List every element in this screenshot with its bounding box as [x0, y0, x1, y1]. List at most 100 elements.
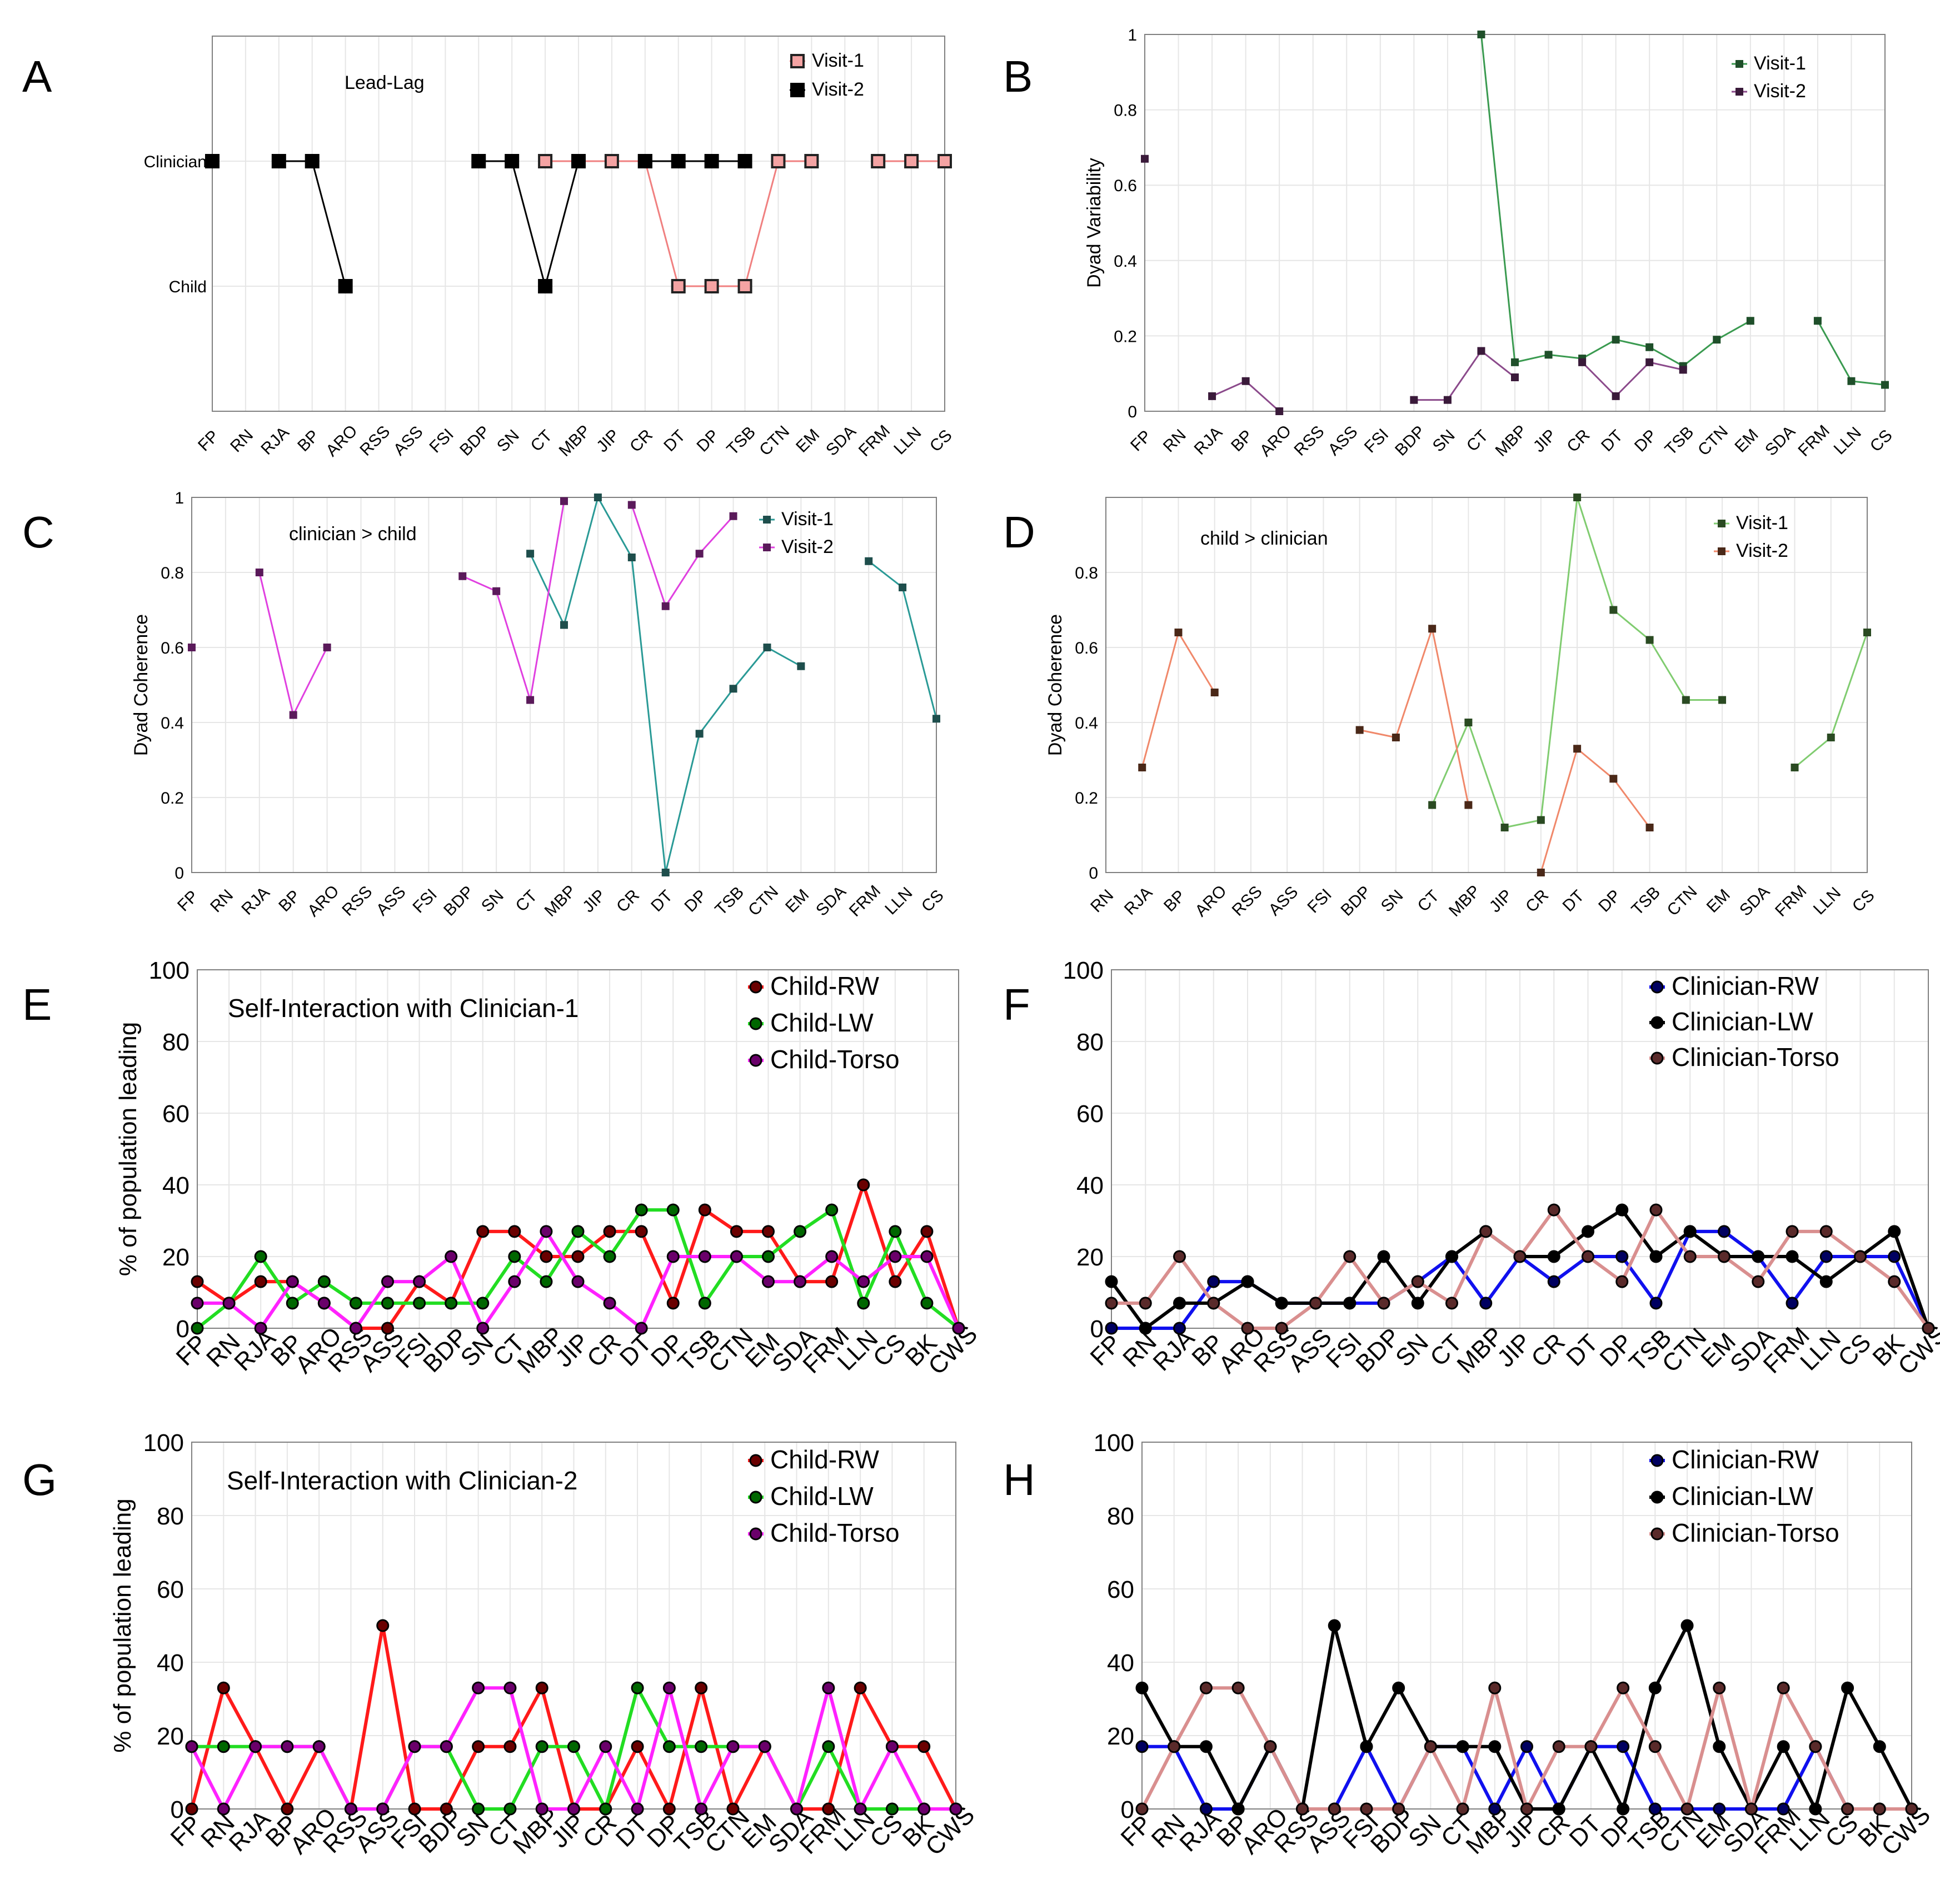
y-tick-label: Child	[169, 278, 207, 296]
y-tick-label: 1	[174, 489, 184, 507]
data-point	[1464, 719, 1473, 726]
legend-label: Child-Torso	[770, 1518, 900, 1547]
series-line-segment	[1685, 1686, 1721, 1811]
data-point	[904, 154, 919, 168]
y-tick-label: 60	[1076, 1100, 1104, 1128]
data-point	[408, 1740, 421, 1753]
legend-label: Clinician-LW	[1672, 1007, 1813, 1036]
series-line-segment	[1514, 353, 1550, 363]
x-tick-label: ARO	[1256, 422, 1295, 460]
data-point	[1683, 1225, 1697, 1238]
data-point	[1343, 1297, 1356, 1310]
series-line-segment	[1722, 1255, 1760, 1284]
series-line-segment	[563, 496, 599, 626]
data-point	[1718, 696, 1727, 704]
series-line-segment	[576, 1229, 612, 1258]
series-line-segment	[512, 1255, 548, 1284]
series-line-segment	[1621, 1686, 1657, 1811]
legend-swatch-marker	[763, 544, 771, 551]
data-point	[503, 1802, 517, 1816]
data-point	[1547, 1275, 1560, 1288]
data-point	[1456, 1802, 1469, 1816]
y-axis-label: Dyad Coherence	[131, 614, 152, 756]
series-line-segment	[292, 646, 328, 716]
data-point	[1138, 764, 1146, 771]
data-point	[1296, 1802, 1309, 1816]
data-point	[1173, 1250, 1186, 1263]
series-line-segment	[190, 1744, 226, 1811]
x-tick-label: CT	[512, 886, 541, 915]
series-line-segment	[1649, 639, 1687, 701]
data-point	[472, 1740, 485, 1753]
series-line-segment	[227, 1301, 263, 1330]
series-line-segment	[1858, 1255, 1896, 1284]
data-point	[540, 1225, 553, 1238]
series-line-segment	[1141, 631, 1179, 769]
x-tick-label: MBP	[1492, 422, 1530, 460]
data-point	[1847, 377, 1856, 385]
data-point	[797, 662, 805, 670]
series-line-segment	[901, 586, 937, 720]
data-point	[889, 1250, 902, 1263]
data-point	[1683, 1250, 1697, 1263]
series-line-segment	[1280, 1301, 1318, 1330]
data-point	[1649, 1297, 1663, 1310]
series-line-segment	[508, 1744, 544, 1811]
data-point	[1786, 1225, 1799, 1238]
series-line-segment	[1615, 361, 1650, 397]
series-line-segment	[1268, 1744, 1304, 1811]
panel-G: G020406080100FPRNRJABPARORSSASSFSIBDPSNC…	[22, 1429, 980, 1861]
x-tick-label: CT	[527, 426, 556, 455]
series-line-segment	[1382, 1255, 1420, 1305]
data-point	[1854, 1250, 1867, 1263]
data-point	[857, 1297, 870, 1310]
data-point	[937, 154, 952, 168]
series-line-segment	[1846, 1686, 1882, 1748]
series-line-segment	[1172, 1744, 1208, 1811]
legend-swatch-marker	[749, 1017, 762, 1030]
data-point	[1537, 816, 1545, 824]
data-point	[822, 1740, 835, 1753]
x-tick-label: RN	[1087, 886, 1117, 916]
series-line-segment	[826, 1686, 862, 1811]
data-point	[289, 711, 297, 719]
series-child-torso	[191, 1225, 965, 1335]
series-line-segment	[322, 1301, 358, 1330]
y-tick-label: 0.4	[1114, 252, 1137, 271]
x-tick-label: TSB	[712, 883, 748, 919]
y-axis-label: Dyad Coherence	[1045, 614, 1066, 756]
data-point	[1752, 1250, 1765, 1263]
x-tick-label: FRM	[1772, 882, 1810, 920]
x-tick-label: BP	[1228, 426, 1256, 455]
data-point	[312, 1740, 326, 1753]
series-line-segment	[763, 1744, 799, 1811]
data-point	[1377, 1297, 1390, 1310]
series-line-segment	[735, 1255, 770, 1284]
series-line-segment	[1581, 338, 1617, 360]
data-point	[1680, 1802, 1694, 1816]
series-line-segment	[861, 1255, 897, 1284]
series-line-segment	[1204, 1744, 1240, 1811]
x-tick-label: EM	[782, 886, 812, 916]
series-line-segment	[1484, 1229, 1522, 1258]
x-tick-label: BP	[1160, 886, 1189, 915]
data-point	[1464, 801, 1473, 809]
series-line-segment	[1817, 320, 1852, 382]
series-line-segment	[1246, 1280, 1284, 1305]
data-point	[822, 1802, 835, 1816]
data-point	[1888, 1275, 1901, 1288]
data-point	[440, 1802, 453, 1816]
data-point	[323, 644, 331, 651]
series-line-segment	[1782, 1744, 1817, 1811]
data-point	[317, 1275, 331, 1288]
series-line-segment	[1749, 1744, 1786, 1811]
data-point	[763, 644, 771, 651]
series-visit-2	[1138, 625, 1654, 876]
data-point	[1537, 869, 1545, 876]
data-point	[1241, 1275, 1254, 1288]
data-point	[286, 1275, 299, 1288]
panel-annotation: clinician > child	[289, 524, 417, 545]
data-point	[1199, 1681, 1213, 1694]
series-line-segment	[1518, 1208, 1556, 1258]
data-point	[857, 1178, 870, 1192]
